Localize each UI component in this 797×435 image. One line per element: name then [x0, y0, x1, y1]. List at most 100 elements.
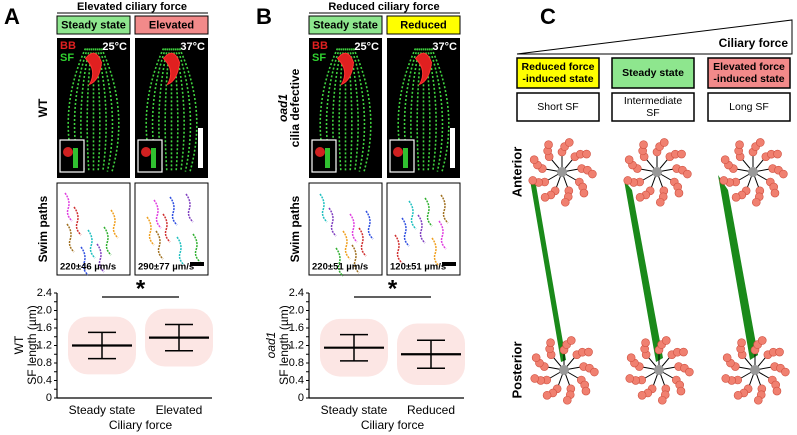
ciliary-row	[80, 48, 91, 172]
swim-speed: 290±77 µm/s	[138, 262, 194, 273]
ciliary-row	[352, 48, 372, 172]
pinwheel-hub	[559, 365, 569, 375]
microtubule	[773, 149, 782, 159]
microtubule	[529, 155, 539, 165]
microtubule	[757, 336, 767, 345]
condition-label: Elevated	[149, 19, 194, 31]
microtubule	[679, 347, 688, 357]
inset-sf	[73, 148, 78, 168]
microtubule	[674, 188, 684, 198]
inset	[311, 139, 337, 173]
microtubule	[676, 386, 686, 396]
sf-box	[516, 92, 600, 122]
sf-box	[611, 92, 695, 122]
swim-label: Swim paths	[36, 195, 50, 262]
pinwheel-hub	[748, 167, 758, 177]
ciliary-row	[332, 48, 343, 172]
y-tick-label: 0.8	[37, 357, 52, 369]
panel-label: C	[540, 4, 556, 29]
state-label: Reduced force	[522, 61, 595, 73]
strain-label: oad1	[276, 94, 290, 122]
microtubule	[731, 192, 741, 202]
microtubule	[719, 176, 729, 185]
significance: *	[136, 275, 146, 302]
swim-speed: 220±51 µm/s	[312, 262, 368, 273]
microtubule	[625, 374, 635, 383]
microtubule	[755, 138, 765, 147]
temperature: 37°C	[432, 41, 457, 53]
inset-bb	[393, 147, 403, 157]
sf-box	[707, 92, 791, 122]
pinwheel-hub	[750, 365, 760, 375]
inset-bb	[63, 147, 73, 157]
sf-fiber	[718, 175, 758, 360]
y-axis-label: oad1	[264, 332, 278, 359]
scale-bar	[442, 262, 456, 266]
inset-sf	[325, 148, 330, 168]
state-label: Steady state	[622, 67, 684, 79]
panel-label: A	[4, 4, 20, 29]
microtubule	[721, 374, 731, 383]
microtubule	[528, 176, 538, 185]
microtubule	[753, 395, 763, 405]
scale-bar	[450, 128, 455, 168]
microtubule	[641, 338, 650, 347]
microtubule	[584, 347, 593, 357]
microtubule	[564, 138, 574, 147]
microtubule	[637, 390, 647, 400]
swim-label: Swim paths	[288, 195, 302, 262]
y-tick-label: 0.4	[37, 374, 52, 386]
microtubule	[737, 338, 746, 347]
y-tick-label: 2.0	[37, 304, 52, 316]
ciliary-row	[430, 48, 450, 172]
x-tick-label: Steady state	[69, 403, 136, 417]
microtubule	[562, 395, 572, 405]
microtubule	[582, 149, 591, 159]
y-axis-label: WT	[12, 335, 26, 354]
microtubule	[635, 192, 645, 202]
oral-apparatus	[84, 52, 103, 86]
condition-label: Reduced	[400, 19, 446, 31]
microtubule	[579, 188, 589, 198]
x-tick-label: Reduced	[407, 403, 455, 417]
swim-box	[386, 182, 461, 276]
swim-speed: 120±51 µm/s	[390, 262, 446, 273]
sf-label: Intermediate	[624, 95, 683, 107]
condition-label: Steady state	[61, 19, 126, 31]
microtubule	[581, 386, 591, 396]
microtubule	[590, 367, 599, 377]
x-tick-label: Elevated	[156, 403, 203, 417]
microtubule	[779, 169, 788, 179]
y-tick-label: 0	[46, 392, 52, 404]
swim-box	[308, 182, 383, 276]
inset-sf	[151, 148, 156, 168]
condition-box	[56, 15, 131, 35]
stain-label: SF	[312, 52, 326, 64]
y-tick-label: 1.6	[289, 322, 304, 334]
ciliary-row	[158, 48, 169, 172]
microtubule	[623, 176, 633, 185]
y-tick-label: 0.4	[289, 374, 304, 386]
condition-box	[134, 15, 209, 35]
strain-label: cilia defective	[288, 68, 302, 147]
y-tick-label: 1.2	[289, 339, 304, 351]
microtubule	[751, 197, 761, 207]
microtubule	[530, 374, 540, 383]
microtubule	[560, 197, 570, 207]
state-label: -induced state	[713, 73, 784, 85]
y-axis-label: SF length (µm)	[25, 305, 39, 385]
state-box	[516, 57, 600, 89]
inset	[137, 139, 163, 173]
y-tick-label: 0.8	[289, 357, 304, 369]
microtubule	[546, 338, 555, 347]
condition-box	[386, 15, 461, 35]
temperature: 37°C	[180, 41, 205, 53]
axis-label: Anterior	[509, 147, 524, 198]
ciliary-row	[178, 48, 198, 172]
microtubule	[657, 395, 667, 405]
microtubule	[655, 197, 665, 207]
y-tick-label: 0	[298, 392, 304, 404]
sf-label: Long SF	[729, 101, 769, 113]
oral-apparatus	[414, 52, 433, 86]
